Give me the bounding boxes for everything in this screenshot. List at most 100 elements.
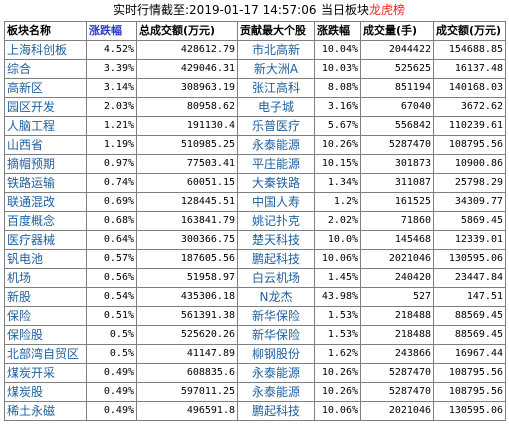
- table-row[interactable]: 百度概念 0.68% 163841.79 姚记扑克 2.02% 71860 5869.45: [4, 211, 506, 231]
- table-row[interactable]: 医疗器械 0.64% 300366.75 楚天科技 10.0% 145468 12339.0…: [4, 230, 506, 250]
- col-header-top-stock[interactable]: 贡献最大个股: [237, 21, 315, 41]
- sector-change: 0.5%: [86, 344, 137, 364]
- table-row[interactable]: 煤炭开采 0.49% 608835.6 永泰能源 10.26% 5287470 108795…: [4, 363, 506, 383]
- top-stock-volume: 243866: [360, 344, 434, 364]
- board-title: 当日板块龙虎榜: [321, 0, 405, 21]
- sector-name[interactable]: 煤炭开采: [4, 363, 87, 383]
- sector-name[interactable]: 铁路运输: [4, 173, 87, 193]
- sector-turnover: 435306.18: [136, 287, 238, 307]
- top-stock-volume: 218488: [360, 325, 434, 345]
- top-stock-name[interactable]: 永泰能源: [237, 135, 315, 155]
- sector-turnover: 496591.8: [136, 401, 238, 421]
- sector-name[interactable]: 钒电池: [4, 249, 87, 269]
- top-stock-change: 3.16%: [314, 97, 361, 117]
- top-stock-volume: 851194: [360, 78, 434, 98]
- sector-name[interactable]: 山西省: [4, 135, 87, 155]
- top-stock-name[interactable]: 永泰能源: [237, 363, 315, 383]
- top-stock-volume: 2044422: [360, 40, 434, 60]
- top-stock-name[interactable]: 鹏起科技: [237, 401, 315, 421]
- col-header-sector[interactable]: 板块名称: [4, 21, 87, 41]
- col-header-stock-change[interactable]: 涨跌幅: [314, 21, 361, 41]
- top-stock-change: 2.02%: [314, 211, 361, 231]
- col-header-turnover[interactable]: 总成交额(万元): [136, 21, 238, 41]
- table-row[interactable]: 钒电池 0.57% 187605.56 鹏起科技 10.06% 2021046 130595…: [4, 249, 506, 269]
- top-stock-name[interactable]: 市北高新: [237, 40, 315, 60]
- top-stock-name[interactable]: 电子城: [237, 97, 315, 117]
- top-stock-name[interactable]: 新华保险: [237, 306, 315, 326]
- top-stock-name[interactable]: N龙杰: [237, 287, 315, 307]
- top-stock-name[interactable]: 平庄能源: [237, 154, 315, 174]
- top-stock-change: 1.2%: [314, 192, 361, 212]
- sector-name[interactable]: 百度概念: [4, 211, 87, 231]
- col-header-stock-turnover[interactable]: 成交额(万元): [433, 21, 506, 41]
- sector-name[interactable]: 煤炭股: [4, 382, 87, 402]
- top-stock-name[interactable]: 永泰能源: [237, 382, 315, 402]
- sector-name[interactable]: 综合: [4, 59, 87, 79]
- sector-name[interactable]: 医疗器械: [4, 230, 87, 250]
- top-stock-turnover: 5869.45: [433, 211, 506, 231]
- top-stock-name[interactable]: 新大洲A: [237, 59, 315, 79]
- top-stock-name[interactable]: 大秦铁路: [237, 173, 315, 193]
- top-stock-volume: 5287470: [360, 382, 434, 402]
- top-stock-name[interactable]: 柳钢股份: [237, 344, 315, 364]
- top-stock-volume: 218488: [360, 306, 434, 326]
- sector-change: 0.49%: [86, 401, 137, 421]
- sector-change: 2.03%: [86, 97, 137, 117]
- sector-name[interactable]: 新股: [4, 287, 87, 307]
- sector-name[interactable]: 园区开发: [4, 97, 87, 117]
- table-row[interactable]: 煤炭股 0.49% 597011.25 永泰能源 10.26% 5287470 108795…: [4, 382, 506, 402]
- table-row[interactable]: 稀土永磁 0.49% 496591.8 鹏起科技 10.06% 2021046 130595…: [4, 401, 506, 421]
- top-stock-change: 10.26%: [314, 382, 361, 402]
- top-stock-name[interactable]: 张江高科: [237, 78, 315, 98]
- top-stock-turnover: 130595.06: [433, 401, 506, 421]
- top-stock-change: 10.03%: [314, 59, 361, 79]
- sector-name[interactable]: 北部湾自贸区: [4, 344, 87, 364]
- table-row[interactable]: 铁路运输 0.74% 60051.15 大秦铁路 1.34% 311087 25798.29: [4, 173, 506, 193]
- sector-turnover: 80958.62: [136, 97, 238, 117]
- table-row[interactable]: 综合 3.39% 429046.31 新大洲A 10.03% 525625 16137.48: [4, 59, 506, 79]
- top-stock-change: 5.67%: [314, 116, 361, 136]
- sector-change: 3.39%: [86, 59, 137, 79]
- sector-name[interactable]: 保险股: [4, 325, 87, 345]
- table-row[interactable]: 山西省 1.19% 510985.25 永泰能源 10.26% 5287470 108795…: [4, 135, 506, 155]
- table-row[interactable]: 高新区 3.14% 308963.19 张江高科 8.08% 851194 140168.0…: [4, 78, 506, 98]
- top-stock-change: 1.62%: [314, 344, 361, 364]
- table-row[interactable]: 保险 0.51% 561391.38 新华保险 1.53% 218488 88569.45: [4, 306, 506, 326]
- table-row[interactable]: 联通混改 0.69% 128445.51 中国人寿 1.2% 161525 34309.77: [4, 192, 506, 212]
- table-row[interactable]: 保险股 0.5% 525620.26 新华保险 1.53% 218488 88569.45: [4, 325, 506, 345]
- top-stock-turnover: 25798.29: [433, 173, 506, 193]
- col-header-change[interactable]: 涨跌幅: [86, 21, 137, 41]
- top-stock-name[interactable]: 楚天科技: [237, 230, 315, 250]
- col-header-volume[interactable]: 成交量(手): [360, 21, 434, 41]
- top-stock-name[interactable]: 中国人寿: [237, 192, 315, 212]
- table-row[interactable]: 北部湾自贸区 0.5% 41147.89 柳钢股份 1.62% 243866 16967.4…: [4, 344, 506, 364]
- top-stock-name[interactable]: 新华保险: [237, 325, 315, 345]
- table-row[interactable]: 摘帽预期 0.97% 77503.41 平庄能源 10.15% 301873 10900.8…: [4, 154, 506, 174]
- sector-name[interactable]: 高新区: [4, 78, 87, 98]
- sector-name[interactable]: 上海科创板: [4, 40, 87, 60]
- sector-name[interactable]: 稀土永磁: [4, 401, 87, 421]
- sector-change: 3.14%: [86, 78, 137, 98]
- sector-name[interactable]: 机场: [4, 268, 87, 288]
- sector-name[interactable]: 摘帽预期: [4, 154, 87, 174]
- sector-name[interactable]: 保险: [4, 306, 87, 326]
- top-stock-name[interactable]: 姚记扑克: [237, 211, 315, 231]
- sector-turnover: 597011.25: [136, 382, 238, 402]
- table-row[interactable]: 机场 0.56% 51958.97 白云机场 1.45% 240420 23447.84: [4, 268, 506, 288]
- sector-name[interactable]: 人脑工程: [4, 116, 87, 136]
- top-stock-turnover: 108795.56: [433, 382, 506, 402]
- top-stock-change: 10.06%: [314, 401, 361, 421]
- table-row[interactable]: 上海科创板 4.52% 428612.79 市北高新 10.04% 2044422 1546…: [4, 40, 506, 60]
- top-stock-name[interactable]: 白云机场: [237, 268, 315, 288]
- sector-change: 0.56%: [86, 268, 137, 288]
- table-row[interactable]: 新股 0.54% 435306.18 N龙杰 43.98% 527 147.51: [4, 287, 506, 307]
- table-row[interactable]: 人脑工程 1.21% 191130.4 乐普医疗 5.67% 556842 110239.6…: [4, 116, 506, 136]
- sector-change: 0.74%: [86, 173, 137, 193]
- top-stock-name[interactable]: 乐普医疗: [237, 116, 315, 136]
- table-row[interactable]: 园区开发 2.03% 80958.62 电子城 3.16% 67040 3672.62: [4, 97, 506, 117]
- top-stock-name[interactable]: 鹏起科技: [237, 249, 315, 269]
- top-stock-turnover: 88569.45: [433, 325, 506, 345]
- sector-name[interactable]: 联通混改: [4, 192, 87, 212]
- sector-change: 0.57%: [86, 249, 137, 269]
- sector-turnover: 60051.15: [136, 173, 238, 193]
